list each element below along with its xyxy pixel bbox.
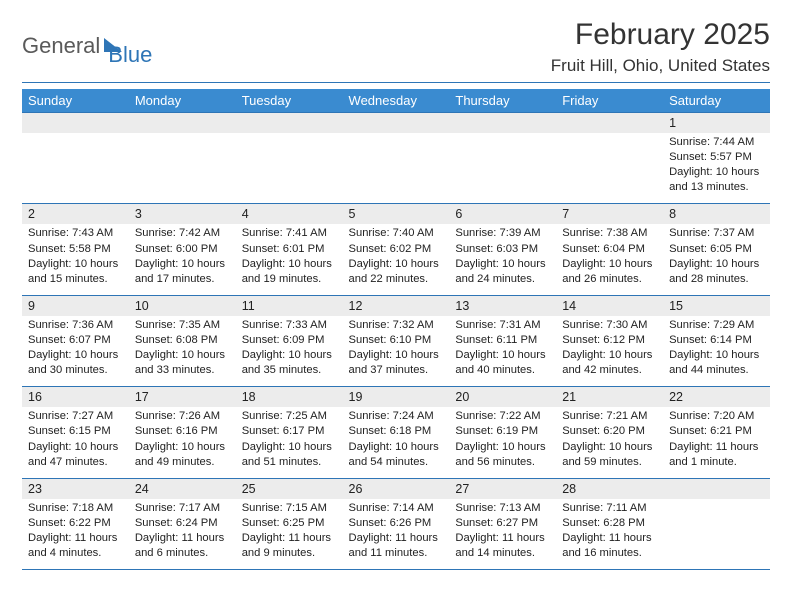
logo-text-blue: Blue [108,42,152,68]
title-block: February 2025 Fruit Hill, Ohio, United S… [551,18,770,76]
day-number-row: 16171819202122 [22,387,770,408]
day-details: Sunrise: 7:22 AM Sunset: 6:19 PM Dayligh… [449,407,556,478]
page-header: General Blue February 2025 Fruit Hill, O… [22,18,770,76]
day-number [22,113,129,134]
day-number: 16 [22,387,129,408]
calendar-table: Sunday Monday Tuesday Wednesday Thursday… [22,89,770,570]
day-number [343,113,450,134]
day-number: 22 [663,387,770,408]
day-number: 6 [449,204,556,225]
day-details [449,133,556,204]
day-details [556,133,663,204]
day-details: Sunrise: 7:41 AM Sunset: 6:01 PM Dayligh… [236,224,343,295]
day-number: 13 [449,295,556,316]
day-details: Sunrise: 7:42 AM Sunset: 6:00 PM Dayligh… [129,224,236,295]
day-details: Sunrise: 7:39 AM Sunset: 6:03 PM Dayligh… [449,224,556,295]
day-number: 25 [236,478,343,499]
day-number: 27 [449,478,556,499]
weekday-header: Saturday [663,89,770,113]
day-number: 1 [663,113,770,134]
day-number [556,113,663,134]
day-details: Sunrise: 7:15 AM Sunset: 6:25 PM Dayligh… [236,499,343,570]
day-details: Sunrise: 7:20 AM Sunset: 6:21 PM Dayligh… [663,407,770,478]
day-details: Sunrise: 7:24 AM Sunset: 6:18 PM Dayligh… [343,407,450,478]
day-number-row: 1 [22,113,770,134]
day-details: Sunrise: 7:33 AM Sunset: 6:09 PM Dayligh… [236,316,343,387]
weekday-header: Tuesday [236,89,343,113]
day-details [343,133,450,204]
day-details [22,133,129,204]
day-details: Sunrise: 7:36 AM Sunset: 6:07 PM Dayligh… [22,316,129,387]
day-details: Sunrise: 7:25 AM Sunset: 6:17 PM Dayligh… [236,407,343,478]
weekday-header: Sunday [22,89,129,113]
day-number [236,113,343,134]
day-number: 28 [556,478,663,499]
day-details: Sunrise: 7:43 AM Sunset: 5:58 PM Dayligh… [22,224,129,295]
day-detail-row: Sunrise: 7:44 AM Sunset: 5:57 PM Dayligh… [22,133,770,204]
day-details [129,133,236,204]
day-number: 26 [343,478,450,499]
day-number [449,113,556,134]
day-number: 7 [556,204,663,225]
header-rule [22,82,770,83]
day-number [663,478,770,499]
weekday-header: Friday [556,89,663,113]
day-number: 12 [343,295,450,316]
day-number: 3 [129,204,236,225]
location-subtitle: Fruit Hill, Ohio, United States [551,56,770,76]
day-detail-row: Sunrise: 7:36 AM Sunset: 6:07 PM Dayligh… [22,316,770,387]
day-number: 24 [129,478,236,499]
day-number-row: 2345678 [22,204,770,225]
day-number: 4 [236,204,343,225]
day-details: Sunrise: 7:27 AM Sunset: 6:15 PM Dayligh… [22,407,129,478]
day-number: 8 [663,204,770,225]
day-number: 23 [22,478,129,499]
day-details: Sunrise: 7:18 AM Sunset: 6:22 PM Dayligh… [22,499,129,570]
day-details: Sunrise: 7:21 AM Sunset: 6:20 PM Dayligh… [556,407,663,478]
day-number: 20 [449,387,556,408]
day-number: 10 [129,295,236,316]
day-details: Sunrise: 7:13 AM Sunset: 6:27 PM Dayligh… [449,499,556,570]
day-details: Sunrise: 7:35 AM Sunset: 6:08 PM Dayligh… [129,316,236,387]
day-details: Sunrise: 7:14 AM Sunset: 6:26 PM Dayligh… [343,499,450,570]
weekday-header: Thursday [449,89,556,113]
day-details: Sunrise: 7:11 AM Sunset: 6:28 PM Dayligh… [556,499,663,570]
day-details: Sunrise: 7:26 AM Sunset: 6:16 PM Dayligh… [129,407,236,478]
day-details: Sunrise: 7:40 AM Sunset: 6:02 PM Dayligh… [343,224,450,295]
day-number: 2 [22,204,129,225]
weekday-header: Wednesday [343,89,450,113]
day-number: 14 [556,295,663,316]
day-details: Sunrise: 7:31 AM Sunset: 6:11 PM Dayligh… [449,316,556,387]
day-number: 15 [663,295,770,316]
day-detail-row: Sunrise: 7:18 AM Sunset: 6:22 PM Dayligh… [22,499,770,570]
day-number: 19 [343,387,450,408]
day-details: Sunrise: 7:17 AM Sunset: 6:24 PM Dayligh… [129,499,236,570]
day-number: 5 [343,204,450,225]
day-number: 21 [556,387,663,408]
month-title: February 2025 [551,18,770,52]
day-details: Sunrise: 7:30 AM Sunset: 6:12 PM Dayligh… [556,316,663,387]
logo: General Blue [22,24,152,68]
day-details: Sunrise: 7:32 AM Sunset: 6:10 PM Dayligh… [343,316,450,387]
weekday-header: Monday [129,89,236,113]
logo-text-general: General [22,33,100,59]
day-number-row: 9101112131415 [22,295,770,316]
calendar-page: General Blue February 2025 Fruit Hill, O… [0,0,792,612]
day-details: Sunrise: 7:44 AM Sunset: 5:57 PM Dayligh… [663,133,770,204]
day-number: 18 [236,387,343,408]
calendar-body: 1Sunrise: 7:44 AM Sunset: 5:57 PM Daylig… [22,113,770,570]
day-number: 9 [22,295,129,316]
day-number: 11 [236,295,343,316]
day-number: 17 [129,387,236,408]
day-details [236,133,343,204]
weekday-header-row: Sunday Monday Tuesday Wednesday Thursday… [22,89,770,113]
day-details [663,499,770,570]
day-number-row: 232425262728 [22,478,770,499]
day-details: Sunrise: 7:38 AM Sunset: 6:04 PM Dayligh… [556,224,663,295]
day-details: Sunrise: 7:37 AM Sunset: 6:05 PM Dayligh… [663,224,770,295]
day-details: Sunrise: 7:29 AM Sunset: 6:14 PM Dayligh… [663,316,770,387]
day-detail-row: Sunrise: 7:27 AM Sunset: 6:15 PM Dayligh… [22,407,770,478]
day-number [129,113,236,134]
day-detail-row: Sunrise: 7:43 AM Sunset: 5:58 PM Dayligh… [22,224,770,295]
